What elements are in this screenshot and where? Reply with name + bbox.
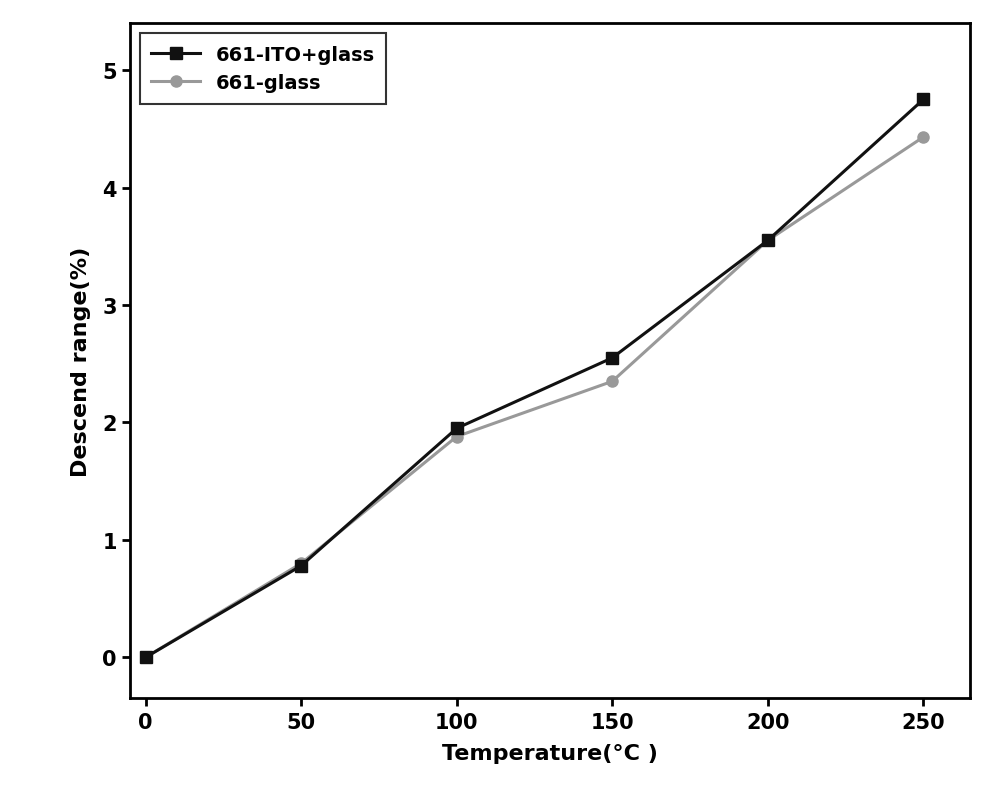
Y-axis label: Descend range(%): Descend range(%) (71, 247, 91, 476)
661-ITO+glass (762, 236, 774, 246)
Legend: 661-ITO+glass, 661-glass: 661-ITO+glass, 661-glass (140, 34, 386, 104)
661-glass (606, 377, 618, 387)
661-ITO+glass (295, 561, 307, 571)
661-glass (140, 653, 152, 662)
661-ITO+glass (140, 653, 152, 662)
661-glass (295, 559, 307, 569)
661-glass (762, 236, 774, 246)
X-axis label: Temperature(°C ): Temperature(°C ) (442, 743, 658, 763)
661-glass (917, 133, 929, 143)
661-ITO+glass (606, 353, 618, 363)
Line: 661-ITO+glass: 661-ITO+glass (139, 94, 930, 664)
661-glass (451, 432, 463, 442)
661-ITO+glass (451, 424, 463, 434)
Line: 661-glass: 661-glass (140, 132, 929, 663)
661-ITO+glass (917, 96, 929, 105)
